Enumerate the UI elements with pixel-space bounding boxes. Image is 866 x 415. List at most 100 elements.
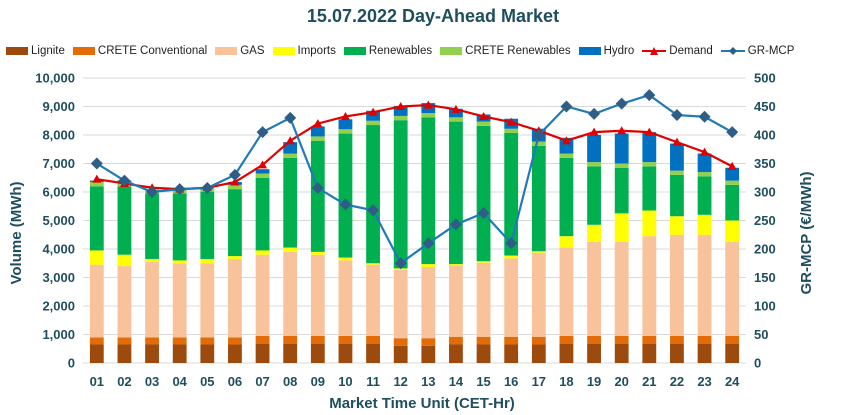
bar-crete-conventional	[725, 335, 740, 344]
y2-tick-label: 200	[754, 242, 776, 257]
legend-swatch	[440, 47, 463, 55]
bar-crete-renewables	[283, 153, 298, 158]
axes: 0 1,000 2,000 3,000 4,000 5,000 6,000 7,000 8,00…	[35, 71, 775, 390]
bar-gas	[559, 247, 574, 336]
bar-gas	[338, 260, 353, 336]
bar-crete-conventional	[145, 337, 159, 345]
bar-crete-conventional	[559, 335, 574, 344]
x-tick-label: 22	[670, 374, 684, 389]
bar-imports	[200, 258, 215, 264]
y2-tick-label: 400	[754, 128, 776, 143]
bar-lignite	[255, 343, 270, 363]
y2-tick-label: 350	[754, 156, 776, 171]
bar-renewables	[614, 167, 629, 214]
bar-imports	[310, 251, 325, 255]
bar-crete-renewables	[393, 115, 408, 121]
y-axis-label: Volume (MWh)	[8, 181, 25, 284]
bar-renewables	[393, 120, 408, 269]
bar-crete-renewables	[89, 182, 104, 187]
bar-crete-renewables	[559, 153, 574, 158]
bar-renewables	[725, 184, 740, 221]
bar-lignite	[531, 344, 546, 363]
demand-point	[340, 111, 350, 120]
bar-crete-conventional	[283, 335, 298, 344]
bar-imports	[172, 260, 187, 264]
bar-crete-renewables	[614, 163, 629, 168]
bar-gas	[366, 264, 380, 336]
bar-imports	[255, 250, 270, 255]
bar-crete-renewables	[642, 162, 657, 167]
bar-hydro	[725, 167, 740, 181]
bar-crete-conventional	[531, 336, 546, 345]
bar-hydro	[283, 142, 298, 154]
bar-renewables	[200, 192, 215, 259]
x-tick-label: 15	[476, 374, 490, 389]
y2-tick-label: 50	[754, 327, 768, 342]
bar-crete-conventional	[587, 335, 601, 344]
demand-point	[700, 147, 710, 156]
y-tick-label: 10,000	[35, 71, 75, 86]
bar-crete-conventional	[338, 335, 353, 344]
bar-lignite	[200, 344, 215, 363]
bar-gas	[310, 254, 325, 336]
x-tick-label: 03	[145, 374, 159, 389]
bar-imports	[697, 214, 712, 235]
y2-tick-label: 500	[754, 71, 776, 86]
bar-crete-conventional	[449, 336, 463, 345]
bar-crete-renewables	[504, 128, 519, 134]
bar-imports	[366, 263, 380, 265]
demand-point	[451, 104, 461, 113]
legend-item: Demand	[642, 45, 713, 57]
mcp-point	[505, 237, 518, 250]
legend-swatch	[343, 47, 366, 55]
x-tick-label: 07	[255, 374, 269, 389]
bar-hydro	[449, 108, 463, 118]
y2-axis-label: GR-MCP (€/MWh)	[798, 171, 815, 294]
y2-tick-label: 450	[754, 99, 776, 114]
bar-gas	[725, 241, 740, 336]
bar-crete-conventional	[366, 335, 380, 344]
bar-imports	[228, 256, 242, 259]
legend-item: Lignite	[6, 45, 65, 57]
bar-hydro	[310, 126, 325, 137]
legend-label: Demand	[669, 45, 713, 57]
demand-point	[230, 177, 240, 186]
bar-imports	[559, 236, 574, 248]
y-tick-label: 3,000	[42, 270, 75, 285]
bar-crete-conventional	[117, 337, 132, 345]
demand-point	[423, 100, 433, 109]
bar-crete-conventional	[255, 335, 270, 344]
x-tick-label: 02	[117, 374, 131, 389]
x-tick-label: 18	[559, 374, 573, 389]
mcp-point	[118, 174, 131, 187]
bar-imports	[449, 264, 463, 266]
bar-crete-renewables	[255, 173, 270, 178]
bar-lignite	[117, 344, 132, 363]
legend-swatch	[272, 47, 295, 55]
bar-crete-renewables	[421, 113, 436, 118]
bar-imports	[476, 261, 491, 263]
bar-crete-renewables	[228, 184, 242, 190]
legend-swatch	[578, 47, 601, 55]
x-tick-label: 23	[697, 374, 711, 389]
bar-crete-renewables	[366, 120, 380, 126]
bar-imports	[670, 216, 684, 235]
x-tick-label: 06	[228, 374, 242, 389]
bar-imports	[614, 213, 629, 242]
bar-renewables	[559, 157, 574, 237]
demand-point	[285, 136, 295, 145]
legend-swatch	[72, 47, 95, 55]
bar-lignite	[725, 343, 740, 363]
bar-lignite	[421, 345, 436, 363]
legend-item: GR-MCP	[720, 45, 794, 57]
bar-lignite	[89, 344, 104, 363]
legend-item: Imports	[272, 45, 336, 57]
bar-lignite	[697, 343, 712, 363]
bar-gas	[697, 234, 712, 336]
bar-renewables	[117, 186, 132, 255]
bar-imports	[587, 224, 601, 242]
mcp-point	[560, 100, 573, 113]
bar-lignite	[587, 343, 601, 363]
y-tick-label: 4,000	[42, 242, 75, 257]
